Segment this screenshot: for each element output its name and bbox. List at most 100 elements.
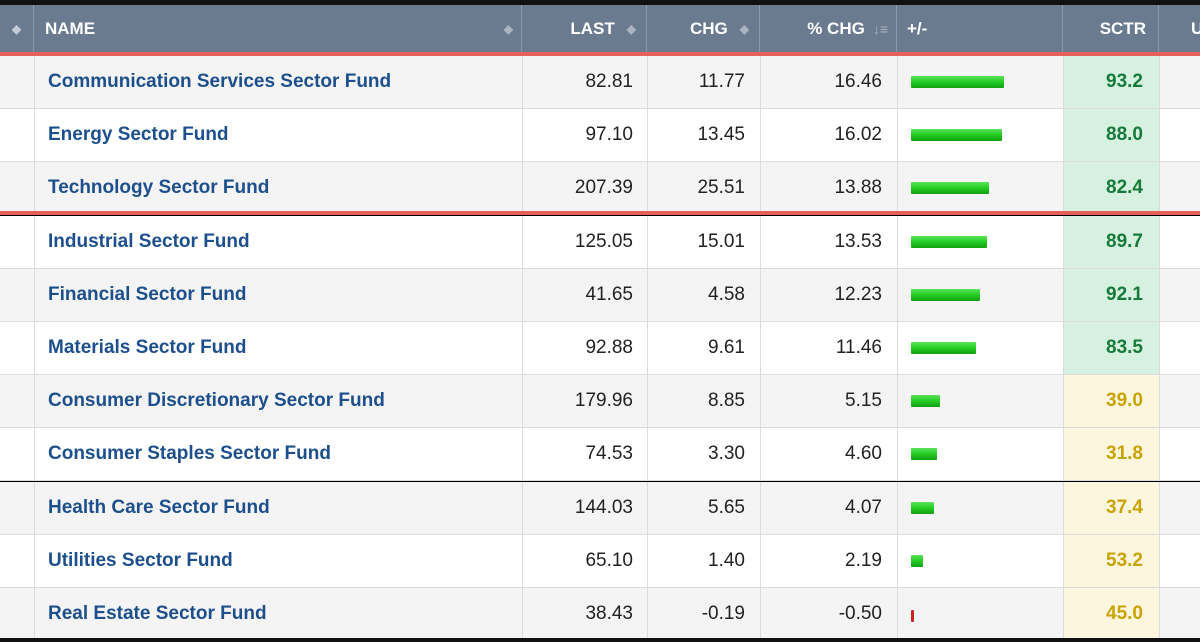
- column-divider: [522, 375, 523, 427]
- column-divider: [760, 109, 761, 161]
- sort-updown-icon[interactable]: ◆: [503, 21, 513, 36]
- column-divider: [34, 269, 35, 321]
- column-divider: [522, 56, 523, 108]
- column-divider: [522, 322, 523, 374]
- table-row[interactable]: Real Estate Sector Fund 38.43 -0.19 -0.50 45…: [0, 588, 1200, 641]
- change-bar: [911, 236, 987, 248]
- sctr-score: 82.4: [1064, 162, 1159, 214]
- column-divider: [897, 109, 898, 161]
- price-change: 4.58: [708, 284, 745, 305]
- fund-name-link[interactable]: Industrial Sector Fund: [48, 231, 250, 252]
- table-row[interactable]: Materials Sector Fund 92.88 9.61 11.46 83.5: [0, 322, 1200, 375]
- change-bar: [911, 76, 1004, 88]
- column-divider: [647, 162, 648, 214]
- column-header-extra[interactable]: U: [1159, 5, 1200, 52]
- price-change: 3.30: [708, 443, 745, 464]
- column-divider: [1159, 428, 1160, 480]
- column-divider: [760, 56, 761, 108]
- column-divider: [1063, 588, 1064, 640]
- fund-name-link[interactable]: Real Estate Sector Fund: [48, 603, 267, 624]
- fund-name-link[interactable]: Consumer Staples Sector Fund: [48, 443, 331, 464]
- column-divider: [34, 535, 35, 587]
- column-divider: [647, 482, 648, 534]
- column-divider: [897, 56, 898, 108]
- column-divider: [897, 428, 898, 480]
- fund-name-link[interactable]: Health Care Sector Fund: [48, 497, 270, 518]
- last-price: 38.43: [585, 603, 633, 624]
- column-header-plusminus[interactable]: +/-: [897, 5, 1063, 52]
- change-bar: [911, 395, 940, 407]
- column-divider: [522, 535, 523, 587]
- table-row[interactable]: Industrial Sector Fund 125.05 15.01 13.53 89…: [0, 216, 1200, 269]
- table-row[interactable]: Utilities Sector Fund 65.10 1.40 2.19 53.2: [0, 535, 1200, 588]
- fund-name-link[interactable]: Utilities Sector Fund: [48, 550, 233, 571]
- last-price: 92.88: [585, 337, 633, 358]
- column-label-pct-chg: % CHG: [807, 18, 865, 38]
- price-change: 5.65: [708, 497, 745, 518]
- change-bar: [911, 342, 976, 354]
- table-row[interactable]: Health Care Sector Fund 144.03 5.65 4.07 37.…: [0, 482, 1200, 535]
- column-divider: [1159, 56, 1160, 108]
- sort-updown-icon[interactable]: ◆: [739, 21, 749, 36]
- fund-name-link[interactable]: Technology Sector Fund: [48, 177, 270, 198]
- change-bar: [911, 448, 937, 460]
- column-divider: [1159, 322, 1160, 374]
- percent-change: 5.15: [845, 390, 882, 411]
- sctr-score: 93.2: [1064, 56, 1159, 108]
- column-divider: [1159, 535, 1160, 587]
- table-header: ◆ NAME ◆ LAST ◆ CHG ◆ % CHG ↓≡ +/- SCTR …: [0, 5, 1200, 52]
- price-change: 1.40: [708, 550, 745, 571]
- percent-change: 4.60: [845, 443, 882, 464]
- change-bar: [911, 289, 980, 301]
- sort-descending-icon[interactable]: ↓≡: [872, 20, 888, 37]
- column-divider: [760, 482, 761, 534]
- column-label-sctr: SCTR: [1099, 18, 1146, 38]
- fund-name-link[interactable]: Consumer Discretionary Sector Fund: [48, 390, 385, 411]
- fund-name-link[interactable]: Materials Sector Fund: [48, 337, 247, 358]
- change-bar: [911, 129, 1002, 141]
- percent-change: 2.19: [845, 550, 882, 571]
- table-row[interactable]: Communication Services Sector Fund 82.81 1…: [0, 56, 1200, 109]
- column-header-pct-chg[interactable]: % CHG ↓≡: [760, 5, 897, 52]
- table-row[interactable]: Energy Sector Fund 97.10 13.45 16.02 88.0: [0, 109, 1200, 162]
- sort-updown-icon[interactable]: ◆: [626, 21, 636, 36]
- column-divider: [1063, 375, 1064, 427]
- column-divider: [1159, 269, 1160, 321]
- sctr-score: 83.5: [1064, 322, 1159, 374]
- fund-name-link[interactable]: Financial Sector Fund: [48, 284, 247, 305]
- table-row[interactable]: Consumer Discretionary Sector Fund 179.96…: [0, 375, 1200, 428]
- column-divider: [647, 56, 648, 108]
- column-divider: [1063, 535, 1064, 587]
- column-divider: [897, 216, 898, 268]
- table-row[interactable]: Financial Sector Fund 41.65 4.58 12.23 92.1: [0, 269, 1200, 322]
- column-label-last: LAST: [570, 18, 615, 38]
- table-row[interactable]: Technology Sector Fund 207.39 25.51 13.88 82…: [0, 162, 1200, 215]
- column-divider: [1063, 428, 1064, 480]
- column-header-sctr[interactable]: SCTR: [1063, 5, 1159, 52]
- fund-name-link[interactable]: Energy Sector Fund: [48, 124, 229, 145]
- table-row[interactable]: Consumer Staples Sector Fund 74.53 3.30 4.6…: [0, 428, 1200, 481]
- last-price: 207.39: [574, 177, 633, 198]
- change-bar: [911, 502, 934, 514]
- row-sort-handle[interactable]: ◆: [0, 5, 34, 52]
- last-price: 41.65: [585, 284, 633, 305]
- sctr-score: 39.0: [1064, 375, 1159, 427]
- column-divider: [647, 109, 648, 161]
- sctr-score: 53.2: [1064, 535, 1159, 587]
- column-header-name[interactable]: NAME ◆: [34, 5, 522, 52]
- last-price: 82.81: [585, 71, 633, 92]
- column-header-chg[interactable]: CHG ◆: [647, 5, 760, 52]
- fund-name-link[interactable]: Communication Services Sector Fund: [48, 71, 392, 92]
- column-divider: [522, 588, 523, 640]
- column-label-extra: U: [1191, 18, 1200, 38]
- column-header-last[interactable]: LAST ◆: [522, 5, 647, 52]
- last-price: 144.03: [574, 497, 633, 518]
- column-label-chg: CHG: [689, 18, 728, 38]
- column-divider: [897, 375, 898, 427]
- column-divider: [760, 588, 761, 640]
- column-divider: [522, 216, 523, 268]
- column-divider: [1063, 56, 1064, 108]
- change-bar: [911, 182, 989, 194]
- highlight-bottom-line: [0, 211, 1200, 215]
